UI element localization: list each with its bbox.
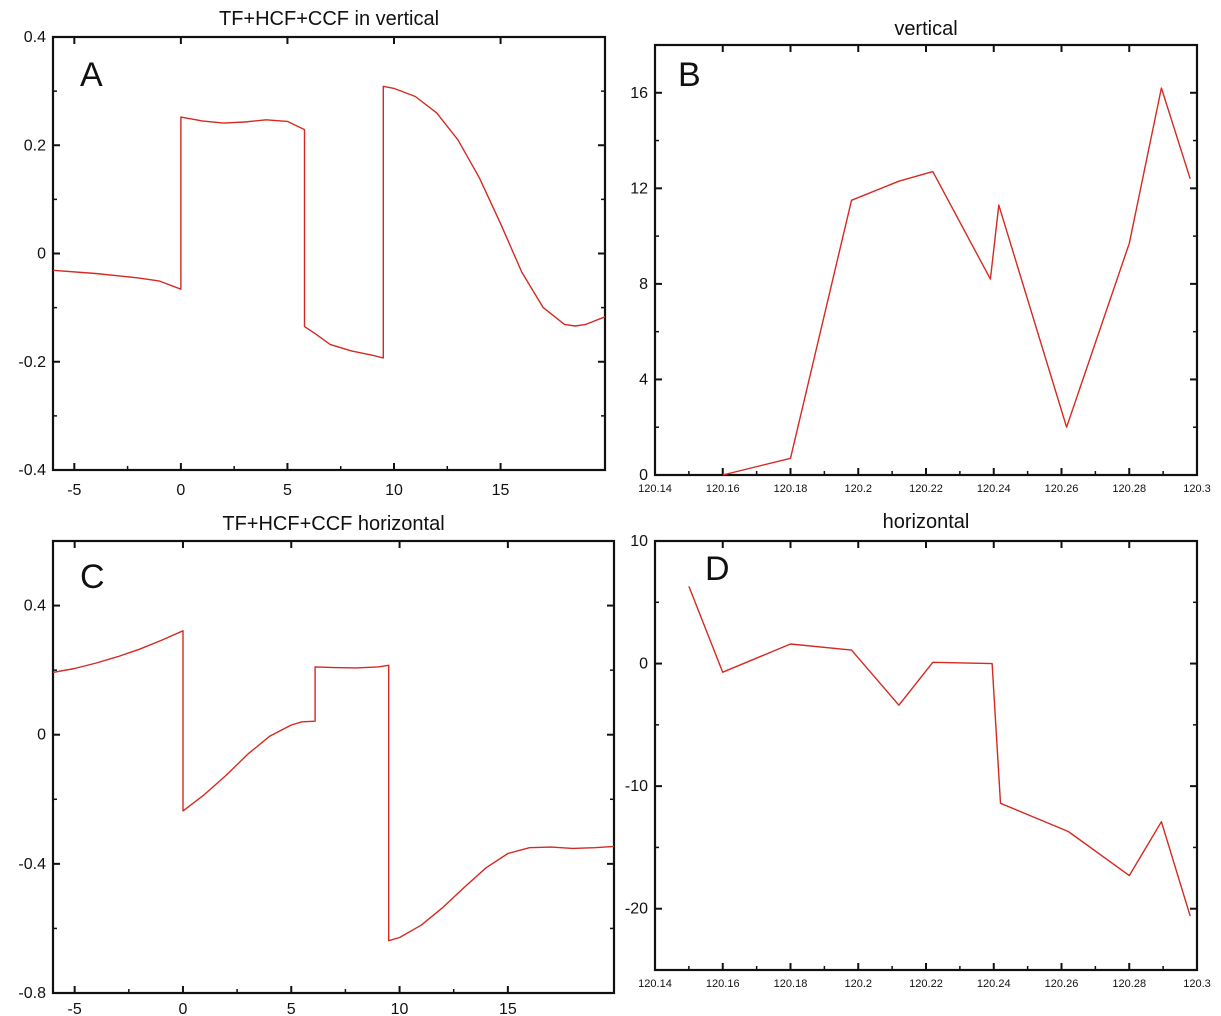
x-tick-label: 120.16: [706, 978, 740, 990]
x-tick-label: 120.14: [638, 978, 672, 990]
x-tick-label: 120.26: [1045, 483, 1079, 495]
series-line: [52, 630, 615, 942]
y-tick-label: -10: [625, 778, 648, 795]
y-tick-label: 0.4: [24, 598, 46, 615]
y-tick-label: 0: [639, 656, 648, 673]
y-tick-label: -0.8: [18, 985, 46, 1002]
panel-letter: D: [705, 550, 730, 588]
chart-title: vertical: [894, 18, 957, 40]
x-tick-label: 120.22: [909, 483, 943, 495]
x-tick-label: 120.18: [774, 978, 808, 990]
x-tick-label: 120.28: [1112, 978, 1146, 990]
plot-frame: [51, 539, 616, 995]
x-tick-label: 0: [176, 482, 185, 499]
x-tick-label: 120.18: [774, 483, 808, 495]
x-tick-label: -5: [68, 1001, 82, 1016]
x-tick-label: 5: [283, 482, 292, 499]
x-tick-label: 15: [499, 1001, 517, 1016]
plot-frame: [51, 35, 607, 472]
panel-letter: B: [678, 56, 701, 94]
series-line: [688, 586, 1191, 917]
y-tick-label: -0.4: [18, 856, 46, 873]
y-tick-label: 0: [37, 246, 46, 263]
x-tick-label: 120.28: [1112, 483, 1146, 495]
y-tick-label: 0: [639, 467, 648, 484]
y-tick-label: 10: [630, 533, 648, 550]
x-tick-label: -5: [67, 482, 81, 499]
plot-frame: [653, 539, 1199, 972]
y-tick-label: 0.2: [24, 137, 46, 154]
x-tick-label: 120.2: [844, 978, 872, 990]
y-tick-label: 4: [639, 371, 648, 388]
chart-panel-a: TF+HCF+CCF in vertical A -5 0 5 10 15 -0.4 -0.2 0…: [18, 8, 607, 499]
x-tick-label: 120.22: [909, 978, 943, 990]
x-tick-label: 120.14: [638, 483, 672, 495]
x-tick-label: 120.3: [1183, 483, 1211, 495]
y-tick-label: -0.2: [18, 354, 46, 371]
x-tick-label: 120.3: [1183, 978, 1211, 990]
x-tick-label: 120.24: [977, 978, 1011, 990]
x-tick-label: 15: [492, 482, 510, 499]
chart-panel-c: TF+HCF+CCF horizontal C -5 0 5 10 15 -0.8 -0.4 0 0…: [18, 513, 616, 1016]
series-line: [722, 87, 1191, 476]
x-tick-label: 120.26: [1045, 978, 1079, 990]
x-tick-label: 120.24: [977, 483, 1011, 495]
panel-letter: C: [80, 558, 105, 596]
x-tick-label: 10: [385, 482, 403, 499]
panel-letter: A: [80, 56, 103, 94]
x-tick-label: 120.16: [706, 483, 740, 495]
chart-title: TF+HCF+CCF horizontal: [222, 513, 444, 535]
y-tick-label: -20: [625, 901, 648, 918]
y-tick-label: -0.4: [18, 462, 46, 479]
y-tick-label: 0: [37, 727, 46, 744]
x-tick-label: 5: [287, 1001, 296, 1016]
y-tick-label: 0.4: [24, 29, 46, 46]
y-tick-label: 12: [630, 180, 648, 197]
series-line: [52, 85, 606, 359]
y-tick-label: 16: [630, 85, 648, 102]
chart-title: TF+HCF+CCF in vertical: [219, 8, 439, 30]
chart-panel-d: horizontal D 120.14 120.16 120.18 120.2 120.22…: [625, 511, 1211, 990]
chart-title: horizontal: [883, 511, 970, 533]
x-tick-label: 0: [179, 1001, 188, 1016]
plot-frame: [653, 43, 1199, 477]
y-tick-label: 8: [639, 276, 648, 293]
chart-panel-b: vertical B 120.14 120.16 120.18 120.2 120.22 12…: [630, 18, 1211, 495]
x-tick-label: 120.2: [844, 483, 872, 495]
x-tick-label: 10: [391, 1001, 409, 1016]
